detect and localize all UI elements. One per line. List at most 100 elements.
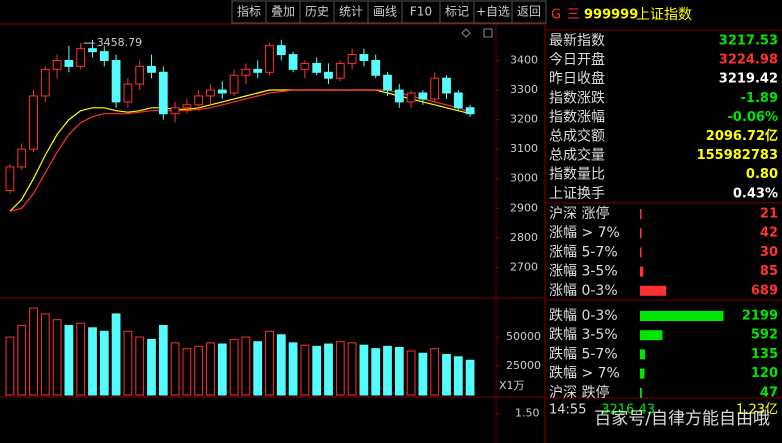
stat-value: 3217.53 bbox=[719, 34, 778, 49]
volume-bar bbox=[359, 344, 369, 396]
volume-bar bbox=[147, 338, 156, 396]
candle-body bbox=[217, 89, 227, 94]
dist-label: 跌幅 0-3% bbox=[549, 308, 618, 324]
y-tick-label: 2800 bbox=[510, 231, 538, 244]
dist-label: 涨幅 5-7% bbox=[549, 244, 618, 260]
candle-body bbox=[76, 48, 86, 67]
header-code: 999999 bbox=[584, 8, 638, 23]
candle-body bbox=[253, 68, 263, 73]
dist-count: 2199 bbox=[742, 309, 778, 324]
dist-label: 沪深 涨停 bbox=[549, 205, 609, 222]
candle-body bbox=[52, 59, 62, 70]
candle-body bbox=[359, 54, 369, 61]
volume-bar bbox=[253, 341, 263, 396]
candle-body bbox=[123, 83, 133, 103]
dist-count: 85 bbox=[760, 264, 778, 279]
volume-bar bbox=[335, 341, 345, 396]
volume-bar bbox=[276, 334, 286, 396]
header-menu[interactable]: 三 bbox=[567, 8, 580, 23]
toolbar-label[interactable]: F10 bbox=[410, 5, 432, 19]
dist-count: 42 bbox=[760, 226, 778, 241]
stat-label: 指数涨跌 bbox=[549, 90, 605, 106]
dist-bar bbox=[640, 228, 642, 239]
volume-bar bbox=[418, 352, 428, 396]
volume-bar bbox=[76, 322, 86, 396]
stat-value: 0.80 bbox=[746, 167, 778, 182]
volume-bar bbox=[442, 353, 451, 396]
tick-amount: 1.23亿 bbox=[736, 403, 778, 418]
candle-body bbox=[135, 65, 145, 85]
y-tick-label: 2700 bbox=[510, 260, 538, 273]
dist-count: 592 bbox=[751, 328, 778, 343]
volume-bar bbox=[347, 342, 357, 396]
candle-body bbox=[394, 89, 404, 103]
candle-body bbox=[465, 107, 475, 115]
candle-body bbox=[371, 59, 381, 76]
unit-label: X1万 bbox=[499, 379, 525, 392]
dist-bar bbox=[640, 330, 663, 341]
candle-body bbox=[17, 148, 27, 168]
volume-bar bbox=[394, 347, 404, 396]
moving-average bbox=[9, 89, 471, 212]
volume-bar bbox=[40, 313, 50, 396]
volume-bar bbox=[465, 359, 475, 396]
toolbar-label[interactable]: 返回 bbox=[517, 5, 541, 19]
volume-bar bbox=[288, 342, 298, 396]
candle-body bbox=[111, 59, 121, 103]
candle-body bbox=[147, 65, 156, 73]
candle-body bbox=[241, 68, 251, 76]
stat-value: 0.43% bbox=[733, 186, 778, 201]
candle-body bbox=[312, 62, 322, 73]
y-tick-label: 3400 bbox=[510, 53, 538, 66]
toolbar-label[interactable]: +自选 bbox=[476, 5, 510, 19]
toolbar-label[interactable]: 叠加 bbox=[271, 5, 295, 19]
candle-body bbox=[158, 71, 168, 115]
header-name: 上证指数 bbox=[636, 7, 692, 23]
dist-label: 涨幅 > 7% bbox=[549, 225, 620, 241]
volume-bar bbox=[383, 345, 392, 396]
volume-bar bbox=[194, 345, 204, 396]
candle-body bbox=[40, 68, 50, 97]
dist-bar bbox=[640, 266, 644, 277]
volume-bar bbox=[5, 336, 15, 396]
candle-body bbox=[5, 166, 15, 192]
volume-bar bbox=[312, 345, 322, 396]
volume-bar bbox=[371, 348, 381, 396]
toolbar-label[interactable]: 历史 bbox=[305, 5, 329, 19]
dist-count: 30 bbox=[760, 245, 778, 260]
candle-body bbox=[276, 45, 286, 56]
stat-label: 总成交量 bbox=[549, 147, 605, 164]
stat-label: 昨日收盘 bbox=[549, 70, 605, 87]
tick-time: 14:55 bbox=[549, 403, 586, 418]
toolbar-label[interactable]: 画线 bbox=[373, 5, 397, 19]
candle-body bbox=[347, 54, 357, 64]
volume-bar bbox=[123, 330, 133, 396]
stat-label: 总成交额 bbox=[549, 128, 605, 145]
volume-bar bbox=[64, 324, 74, 396]
stat-value: 3219.42 bbox=[719, 72, 778, 87]
y-tick-label: 3100 bbox=[510, 142, 538, 155]
dist-bar bbox=[640, 368, 645, 379]
y-tick-label: 1.50 bbox=[515, 407, 540, 420]
candle-body bbox=[194, 95, 204, 106]
toolbar-label[interactable]: 统计 bbox=[339, 5, 363, 19]
volume-bar bbox=[111, 313, 121, 396]
candle-body bbox=[99, 51, 109, 61]
dist-label: 跌幅 3-5% bbox=[549, 327, 618, 343]
moving-average bbox=[9, 89, 471, 212]
stat-value: -1.89 bbox=[741, 91, 778, 106]
stat-label: 指数量比 bbox=[549, 167, 605, 183]
candle-body bbox=[288, 54, 298, 70]
volume-bar bbox=[206, 342, 215, 396]
dist-label: 涨幅 0-3% bbox=[549, 283, 618, 299]
volume-bar bbox=[241, 336, 251, 396]
volume-bar bbox=[29, 307, 38, 396]
volume-bar bbox=[430, 348, 440, 396]
toolbar-button[interactable] bbox=[511, 0, 547, 24]
toolbar-label[interactable]: 标记 bbox=[445, 5, 469, 19]
volume-bar bbox=[300, 344, 310, 396]
stat-label: 指数涨幅 bbox=[549, 109, 605, 125]
dist-label: 跌幅 5-7% bbox=[549, 346, 618, 362]
toolbar-label[interactable]: 指标 bbox=[237, 4, 261, 19]
volume-bar bbox=[135, 336, 145, 396]
